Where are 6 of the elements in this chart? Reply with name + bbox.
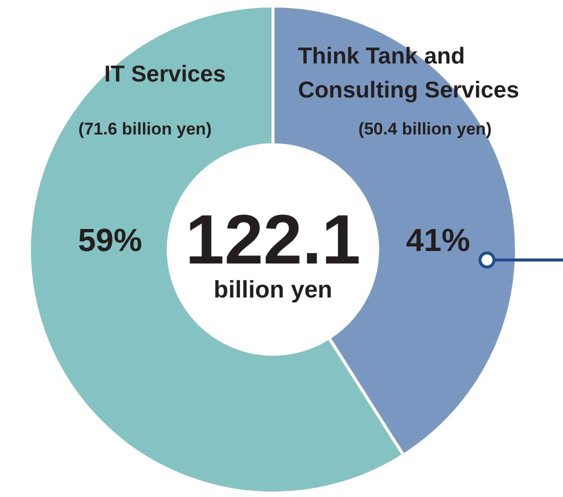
text: 122.1 <box>185 200 361 278</box>
slice-label: IT Services <box>104 60 226 86</box>
text: billion yen <box>214 276 332 304</box>
data-label: 59% <box>78 222 142 258</box>
text: (71.6 billion yen) <box>78 120 212 139</box>
data-label: 41% <box>406 222 470 258</box>
